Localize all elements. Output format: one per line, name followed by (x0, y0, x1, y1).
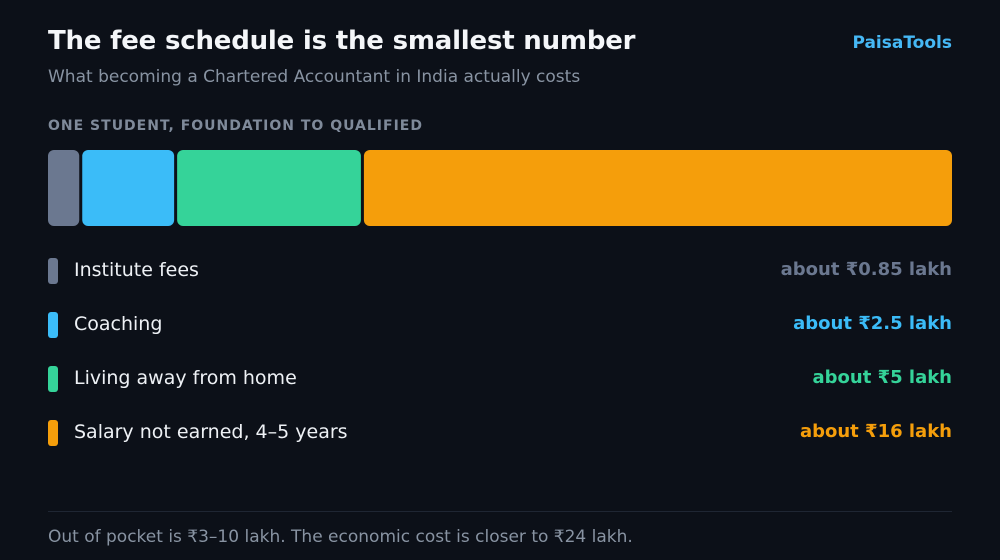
footer-note: Out of pocket is ₹3–10 lakh. The economi… (48, 527, 633, 547)
legend-label: Living away from home (74, 367, 297, 389)
chart-title: The fee schedule is the smallest number (48, 26, 636, 56)
legend-swatch (48, 312, 58, 338)
legend-value: about ₹2.5 lakh (793, 313, 952, 334)
bar-segment-4 (363, 150, 952, 226)
bar-segment-3 (177, 150, 361, 226)
legend-value: about ₹16 lakh (799, 421, 952, 442)
legend-row: Coaching about ₹2.5 lakh (48, 310, 952, 340)
section-label: ONE STUDENT, FOUNDATION TO QUALIFIED (48, 118, 423, 134)
legend-label: Institute fees (74, 259, 199, 281)
legend-label: Salary not earned, 4–5 years (74, 421, 348, 443)
legend-swatch (48, 366, 58, 392)
legend-row: Institute fees about ₹0.85 lakh (48, 256, 952, 286)
legend-row: Salary not earned, 4–5 years about ₹16 la… (48, 418, 952, 448)
legend-value: about ₹0.85 lakh (780, 259, 952, 280)
bar-segment-1 (48, 150, 80, 226)
stacked-cost-bar (48, 150, 952, 226)
bar-segment-2 (82, 150, 175, 226)
legend-label: Coaching (74, 313, 163, 335)
legend-swatch (48, 420, 58, 446)
legend-value: about ₹5 lakh (812, 367, 953, 388)
footer-divider (48, 511, 952, 512)
legend-row: Living away from home about ₹5 lakh (48, 364, 952, 394)
legend-swatch (48, 258, 58, 284)
chart-subtitle: What becoming a Chartered Accountant in … (48, 67, 581, 87)
brand-logo[interactable]: PaisaTools (852, 33, 952, 53)
